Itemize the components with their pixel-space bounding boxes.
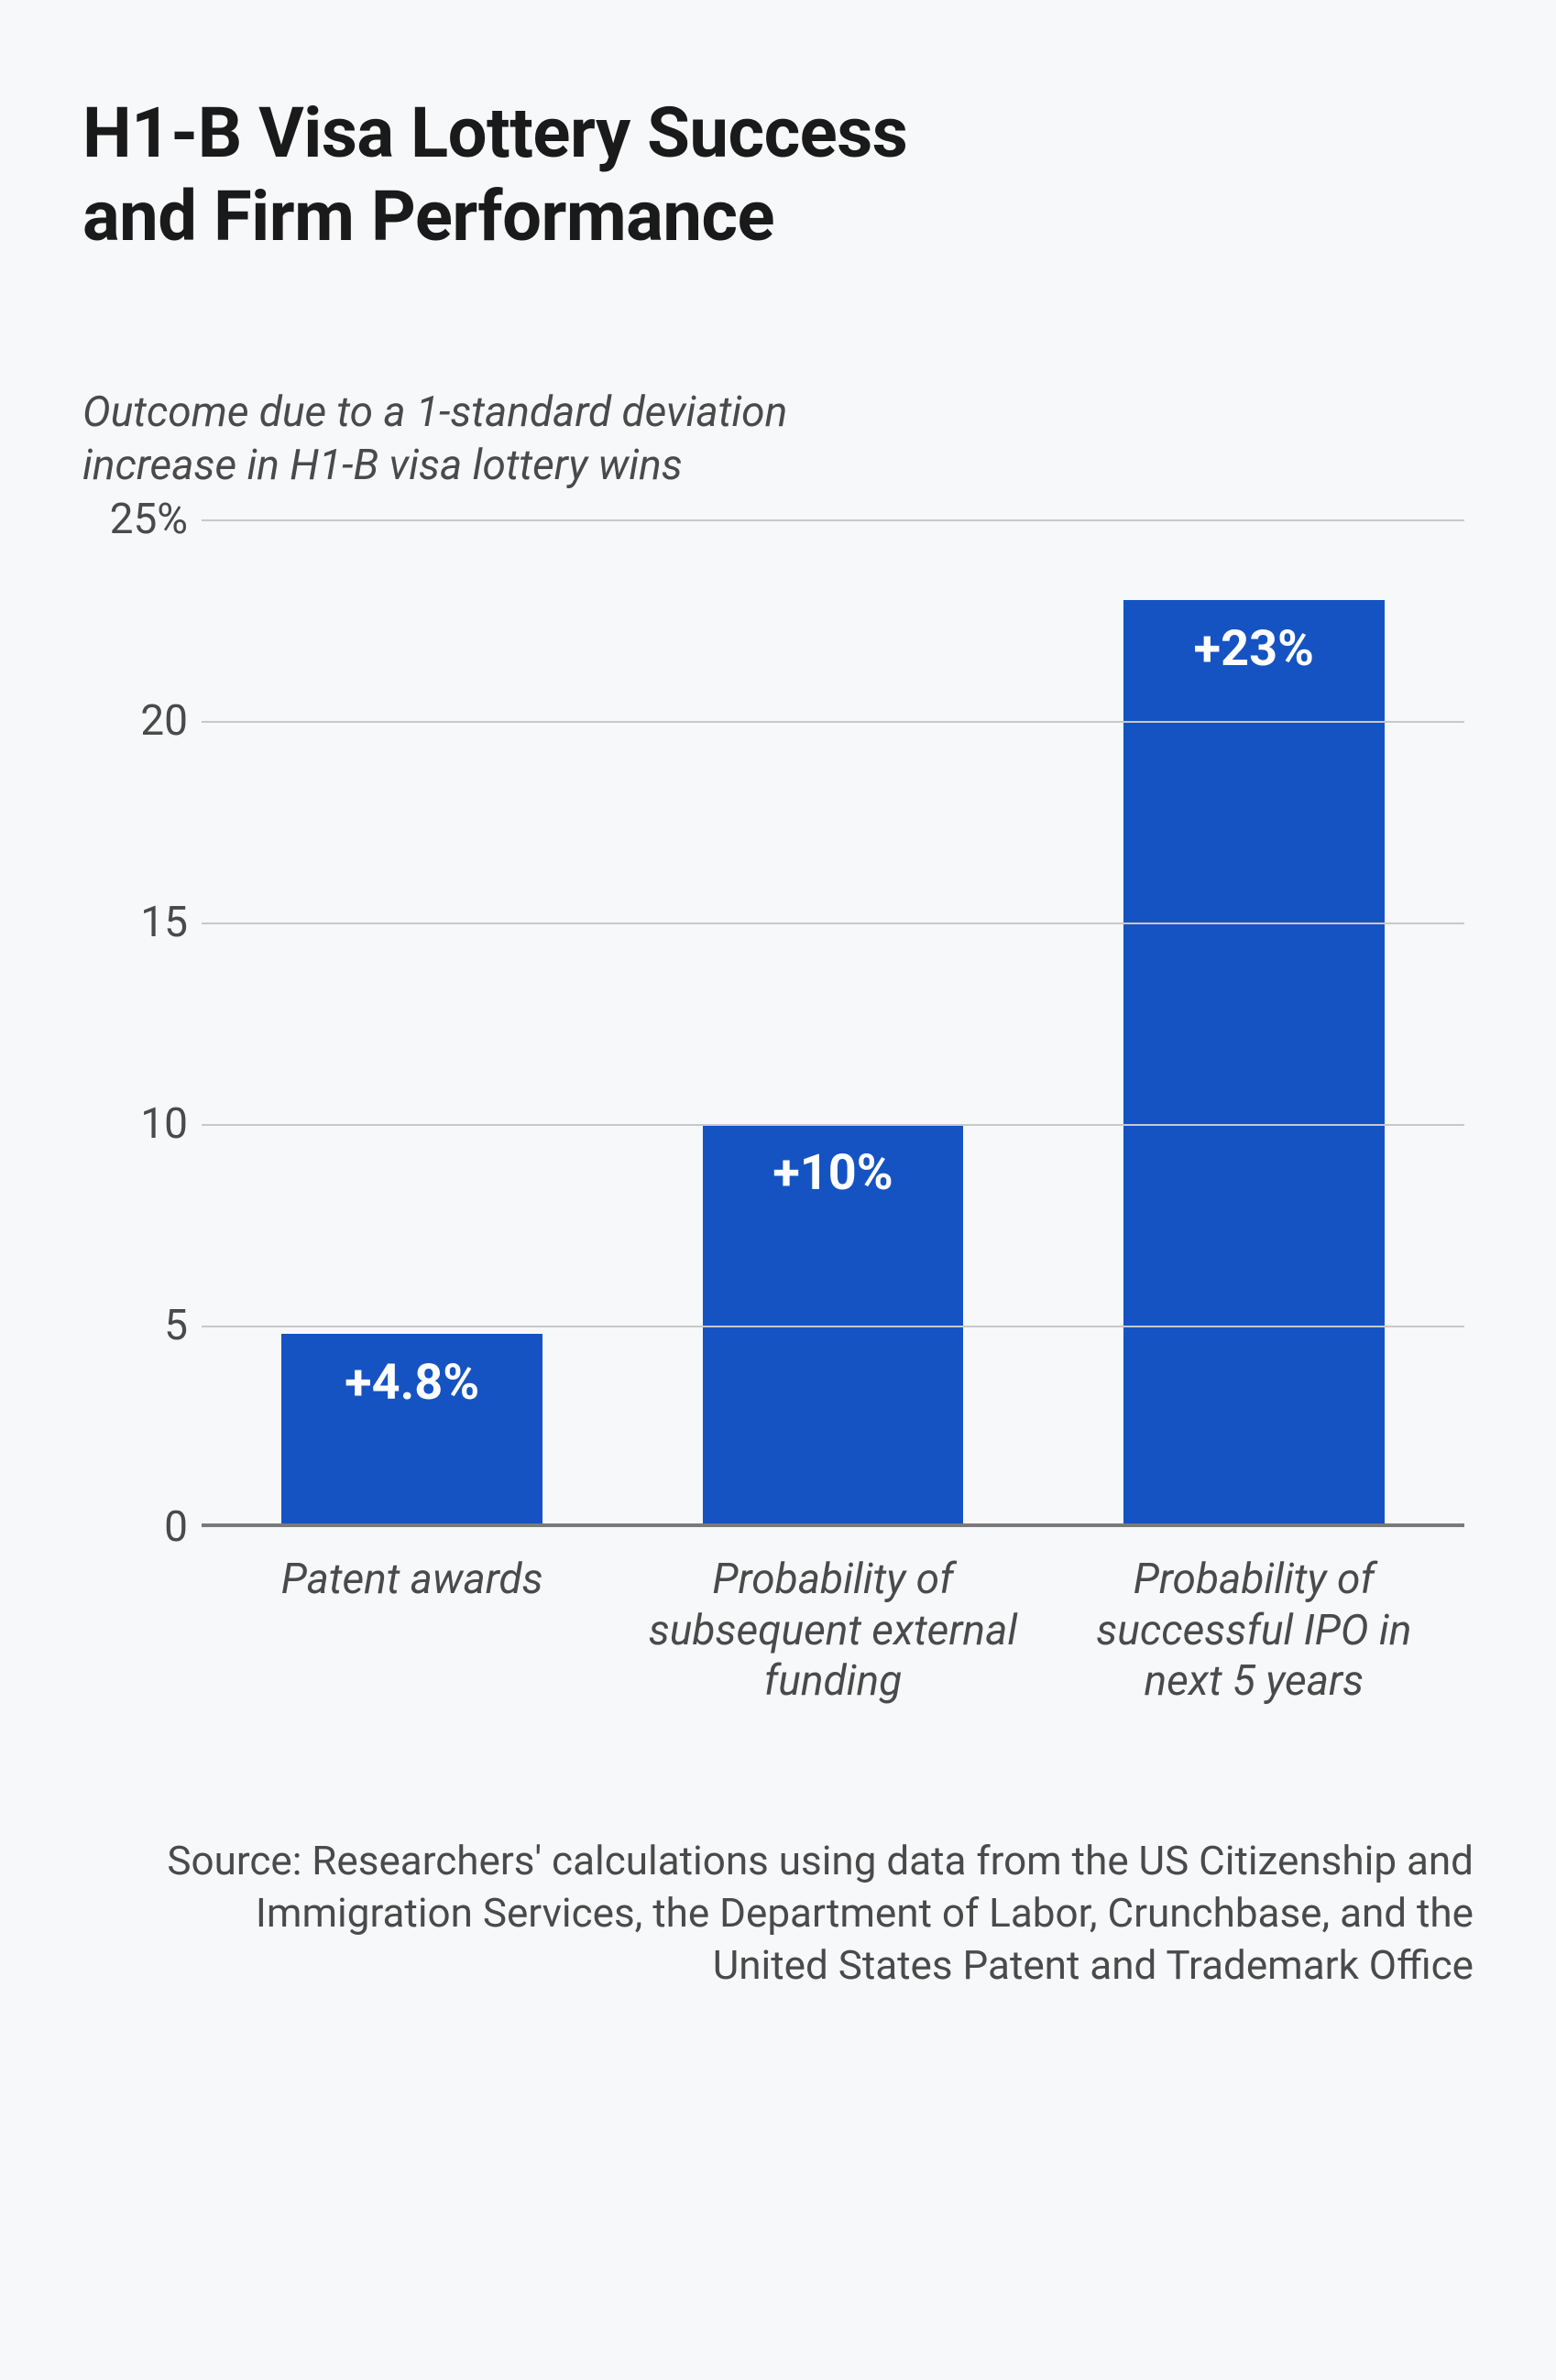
gridline	[202, 721, 1464, 723]
bar-slot: +4.8%	[202, 519, 622, 1527]
bar-value-label: +4.8%	[281, 1354, 542, 1412]
source-citation: Source: Researchers' calculations using …	[82, 1835, 1474, 1992]
chart-card: H1-B Visa Lottery Success and Firm Perfo…	[0, 0, 1556, 2380]
x-axis-baseline	[202, 1523, 1464, 1527]
y-axis-tick-label: 25%	[82, 495, 188, 544]
gridline	[202, 1124, 1464, 1126]
bar-slot: +23%	[1044, 519, 1464, 1527]
subtitle-line-1: Outcome due to a 1-standard deviation	[82, 388, 787, 437]
bar-value-label: +10%	[703, 1144, 964, 1202]
x-axis-category-label: Patent awards	[202, 1555, 622, 1707]
y-axis-tick-label: 15	[82, 898, 188, 947]
x-axis-labels: Patent awardsProbability of subsequent e…	[202, 1555, 1464, 1707]
x-axis-category-label: Probability of subsequent external fundi…	[622, 1555, 1043, 1707]
title-line-1: H1-B Visa Lottery Success	[82, 92, 907, 174]
chart-title: H1-B Visa Lottery Success and Firm Perfo…	[82, 92, 1474, 258]
y-axis-tick-label: 20	[82, 696, 188, 746]
bar-slot: +10%	[622, 519, 1043, 1527]
gridline	[202, 923, 1464, 924]
chart-area: +4.8%+10%+23% 25%20151050 Patent awardsP…	[82, 519, 1474, 1707]
gridline	[202, 1326, 1464, 1327]
chart-subtitle: Outcome due to a 1-standard deviation in…	[82, 387, 1474, 492]
plot-region: +4.8%+10%+23% 25%20151050	[202, 519, 1464, 1527]
title-line-2: and Firm Performance	[82, 175, 774, 257]
x-axis-category-label: Probability of successful IPO in next 5 …	[1044, 1555, 1464, 1707]
subtitle-line-2: increase in H1-B visa lottery wins	[82, 441, 683, 490]
bar: +4.8%	[281, 1334, 542, 1527]
bar: +23%	[1123, 600, 1385, 1527]
bars-container: +4.8% +10% +23%	[202, 519, 1464, 1527]
y-axis-tick-label: 0	[82, 1502, 188, 1552]
y-axis-tick-label: 5	[82, 1301, 188, 1350]
bar-value-label: +23%	[1123, 620, 1385, 678]
gridline	[202, 519, 1464, 521]
y-axis-tick-label: 10	[82, 1099, 188, 1149]
